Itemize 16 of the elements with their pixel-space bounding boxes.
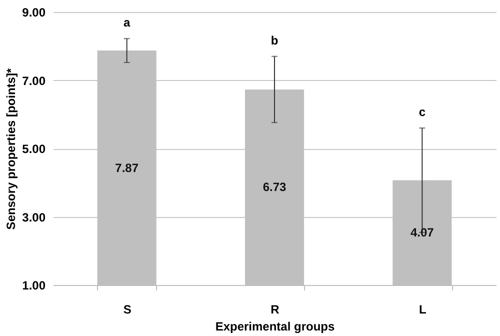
annotation: a: [123, 16, 130, 30]
x-tick-label: S: [123, 302, 132, 316]
y-tick-label: 5.00: [22, 142, 46, 156]
x-axis-title: Experimental groups: [215, 320, 335, 334]
x-tick-label: R: [270, 302, 280, 316]
y-tick-label: 3.00: [22, 210, 46, 224]
x-tick-label: L: [418, 302, 426, 316]
data-label: 6.73: [262, 180, 286, 194]
y-tick-label: 7.00: [22, 74, 46, 88]
y-axis-title: Sensory properties [points]*: [4, 68, 18, 230]
data-label: 7.87: [115, 160, 139, 175]
annotation: b: [270, 33, 278, 48]
data-label: 4.07: [410, 226, 434, 240]
annotation: c: [418, 105, 426, 120]
y-tick-label: 9.00: [22, 6, 46, 20]
y-tick-label: 1.00: [22, 278, 46, 292]
